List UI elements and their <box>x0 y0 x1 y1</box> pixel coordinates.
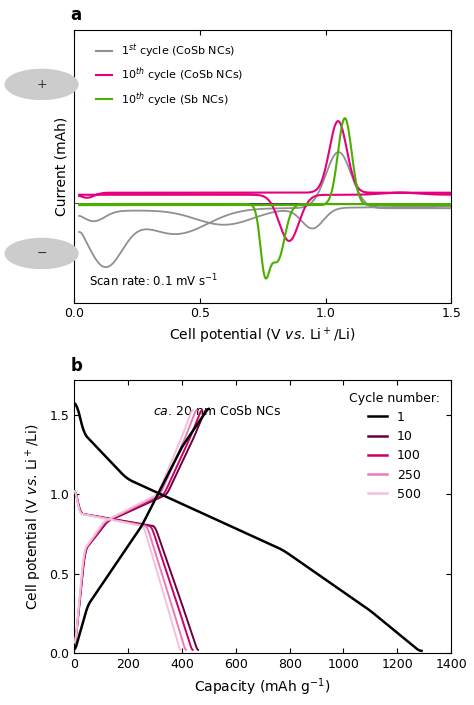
Text: $\it{ca}$. 20 nm CoSb NCs: $\it{ca}$. 20 nm CoSb NCs <box>154 403 282 417</box>
Text: +: + <box>36 78 47 91</box>
Text: b: b <box>71 357 82 375</box>
Legend: 1$^{st}$ cycle (CoSb NCs), 10$^{th}$ cycle (CoSb NCs), 10$^{th}$ cycle (Sb NCs): 1$^{st}$ cycle (CoSb NCs), 10$^{th}$ cyc… <box>91 38 248 113</box>
Circle shape <box>5 238 78 269</box>
Circle shape <box>5 69 78 99</box>
X-axis label: Capacity (mAh g$^{-1}$): Capacity (mAh g$^{-1}$) <box>194 677 331 698</box>
Text: a: a <box>71 6 82 25</box>
X-axis label: Cell potential (V $\it{vs}$. Li$^+$/Li): Cell potential (V $\it{vs}$. Li$^+$/Li) <box>169 326 356 346</box>
Y-axis label: Cell potential (V $\it{vs}$. Li$^+$/Li): Cell potential (V $\it{vs}$. Li$^+$/Li) <box>24 424 44 610</box>
Y-axis label: Current (mAh): Current (mAh) <box>55 116 69 216</box>
Text: −: − <box>36 247 47 260</box>
Text: Scan rate: 0.1 mV s$^{-1}$: Scan rate: 0.1 mV s$^{-1}$ <box>89 272 219 289</box>
Legend: 1, 10, 100, 250, 500: 1, 10, 100, 250, 500 <box>344 386 445 506</box>
